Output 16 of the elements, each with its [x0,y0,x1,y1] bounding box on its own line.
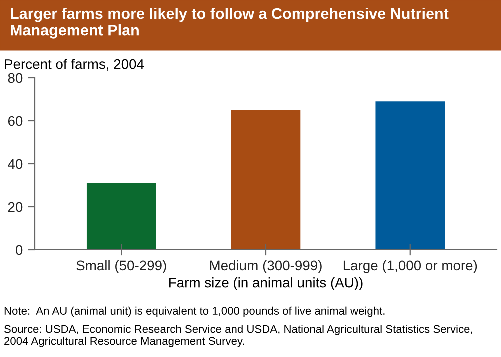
y-tick-label: 0 [16,245,23,256]
x-tick-label: Small (50-299) [76,260,166,274]
bar [231,110,301,250]
y-tick-label: 40 [8,159,23,170]
y-tick-label: 60 [8,116,23,126]
y-axis-title: Percent of farms, 2004 [5,59,144,71]
x-axis-title: Farm size (in animal units (AU)) [170,278,363,290]
chart-title: Larger farms more likely to follow a Comprehensive Nutrient Management Plan [11,8,449,39]
x-tick-label: Large (1,000 or more) [344,260,478,274]
y-tick-label: 80 [8,73,23,84]
x-tick-label: Medium (300-999) [210,260,322,274]
source-note: Source: USDA, Economic Research Service and USDA, National Agricultural Statistics Service, 2004 Agricultural Resource Management Survey. [4,325,472,348]
bar [376,102,446,250]
bar [86,183,156,250]
y-tick-label: 20 [8,202,23,212]
text: Note: An AU (animal unit) is equivalent to 1,000 pounds of live animal weight. [4,306,385,318]
